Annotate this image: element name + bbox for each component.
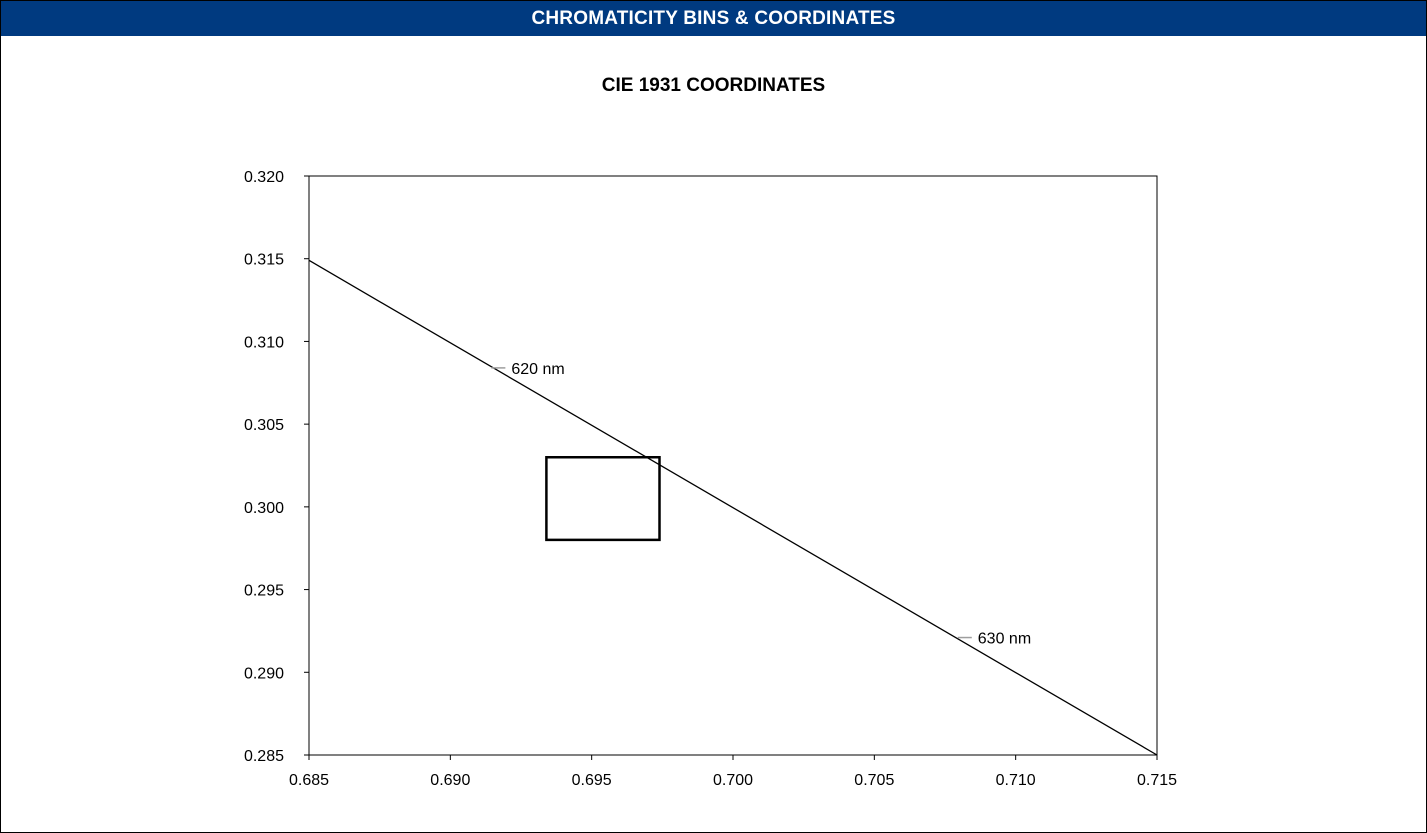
x-tick-label: 0.685 <box>289 772 329 789</box>
plot-border <box>308 175 1158 756</box>
y-tick-label: 0.300 <box>244 500 284 517</box>
x-tick-label: 0.705 <box>854 772 894 789</box>
x-tick-label: 0.715 <box>1137 772 1177 789</box>
y-tick-label: 0.320 <box>244 169 284 186</box>
y-tick-label: 0.285 <box>244 748 284 765</box>
x-tick-label: 0.690 <box>430 772 470 789</box>
wavelength-label: 630 nm <box>978 631 1031 648</box>
y-tick-label: 0.290 <box>244 665 284 682</box>
x-tick-label: 0.710 <box>996 772 1036 789</box>
y-tick-label: 0.310 <box>244 334 284 351</box>
plot-area: 0.320 0.315 0.310 0.305 0.300 0.295 0.290 0.285… <box>244 169 1177 789</box>
x-tick-label: 0.700 <box>713 772 753 789</box>
chromaticity-bin-box <box>545 455 661 542</box>
wavelength-label: 620 nm <box>511 361 564 378</box>
y-tick-label: 0.305 <box>244 417 284 434</box>
x-tick-label: 0.695 <box>572 772 612 789</box>
chart-title: CIE 1931 COORDINATES <box>601 75 826 96</box>
spectral-locus-line <box>308 259 1158 756</box>
y-tick-label: 0.315 <box>244 252 284 269</box>
y-tick-label: 0.295 <box>244 583 284 600</box>
page-title: CHROMATICITY BINS & COORDINATES <box>1 1 1426 36</box>
